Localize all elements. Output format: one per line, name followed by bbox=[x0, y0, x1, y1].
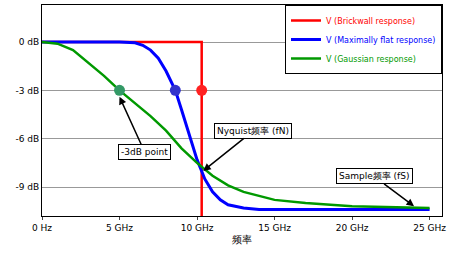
svg-text:-3dB point: -3dB point bbox=[121, 147, 168, 157]
svg-text:-3 dB: -3 dB bbox=[15, 86, 39, 96]
svg-text:20 GHz: 20 GHz bbox=[336, 223, 369, 233]
svg-text:频率: 频率 bbox=[232, 234, 252, 245]
svg-text:V (Gaussian response): V (Gaussian response) bbox=[326, 55, 416, 64]
svg-text:Sample频率 (fS): Sample频率 (fS) bbox=[339, 171, 410, 181]
svg-text:25 GHz: 25 GHz bbox=[413, 223, 446, 233]
svg-text:V (Maximally flat response): V (Maximally flat response) bbox=[326, 36, 435, 45]
svg-text:0 dB: 0 dB bbox=[19, 37, 39, 47]
svg-text:15 GHz: 15 GHz bbox=[258, 223, 291, 233]
svg-text:-9 dB: -9 dB bbox=[15, 182, 39, 192]
svg-text:-6 dB: -6 dB bbox=[15, 134, 39, 144]
svg-text:V (Brickwall response): V (Brickwall response) bbox=[326, 17, 415, 26]
svg-text:Nyquist频率 (fN): Nyquist频率 (fN) bbox=[217, 126, 289, 136]
svg-text:0 Hz: 0 Hz bbox=[32, 223, 52, 233]
svg-text:5 GHz: 5 GHz bbox=[106, 223, 133, 233]
svg-text:10 GHz: 10 GHz bbox=[181, 223, 214, 233]
